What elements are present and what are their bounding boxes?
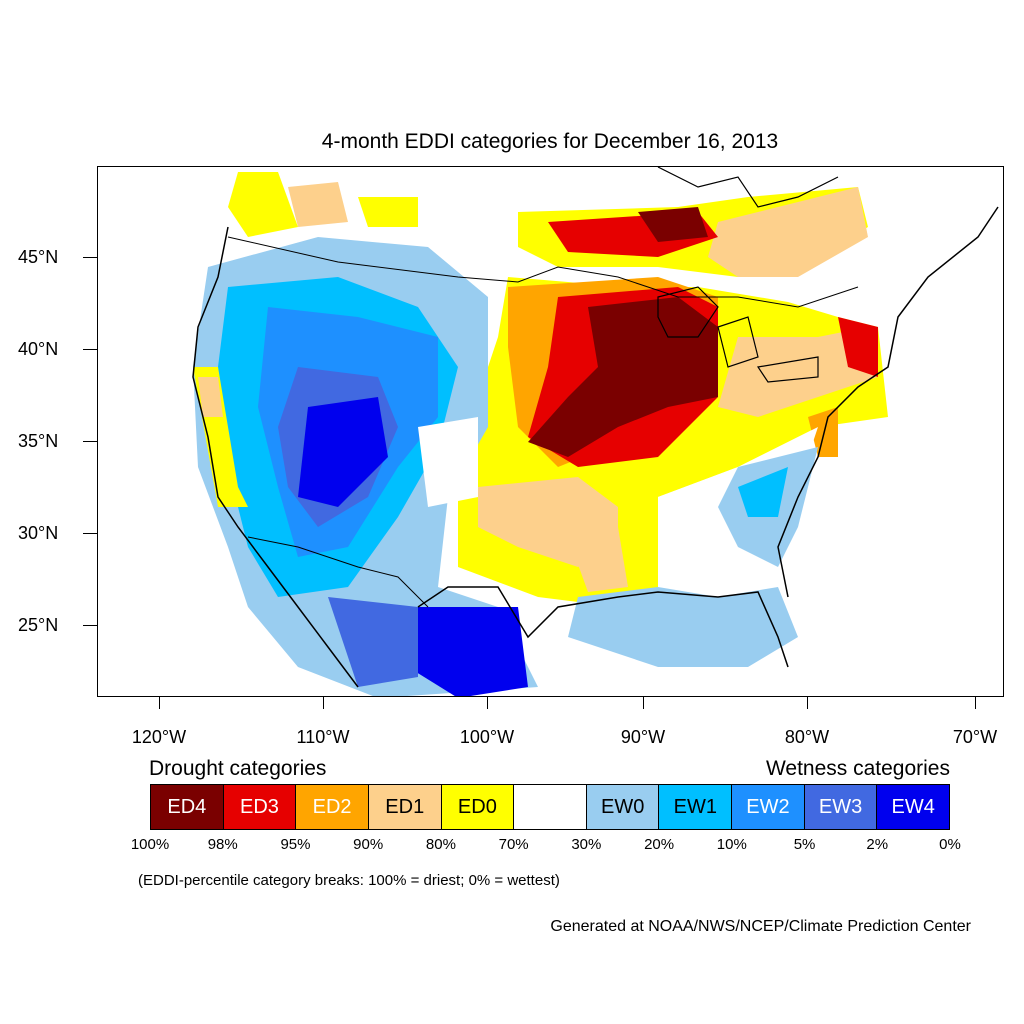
coastline-east — [777, 206, 999, 598]
legend-colorbar: ED4 ED3 ED2 ED1 ED0 EW0 EW1 EW2 EW3 EW4 — [150, 784, 950, 830]
lon-label-80: 80°W — [784, 727, 830, 747]
region-ew0-gulf — [568, 587, 798, 667]
region-ed1-east — [718, 327, 878, 417]
legend-wetness-title: Wetness categories — [765, 757, 950, 780]
lat-label-35: 35°N — [18, 431, 59, 451]
region-ed3-newengland — [838, 317, 878, 377]
map-svg — [192, 167, 999, 696]
legend-break-label: 70% — [498, 836, 529, 853]
legend-break-label: 20% — [644, 836, 675, 853]
great-lakes — [657, 286, 819, 383]
legend-break-label: 10% — [716, 836, 747, 853]
map-title: 4-month EDDI categories for December 16,… — [321, 130, 779, 153]
legend-break-label: 90% — [353, 836, 384, 853]
region-ew3-mexico — [328, 597, 418, 687]
legend-drought-title: Drought categories — [149, 757, 327, 780]
legend-break-label: 2% — [866, 836, 889, 853]
legend-break-label: 30% — [571, 836, 602, 853]
lon-tick — [807, 697, 808, 709]
region-normal-newmexico — [418, 417, 478, 507]
region-ed4-ontario — [638, 207, 708, 242]
lat-label-40: 40°N — [18, 339, 59, 359]
hudson-bay-coast — [657, 167, 839, 208]
region-ew4-west — [298, 397, 388, 507]
border-canada — [227, 236, 859, 308]
legend-swatch-ed0: ED0 — [441, 785, 515, 829]
lon-tick — [323, 697, 324, 709]
coastline-gulf — [417, 586, 789, 668]
lat-tick — [83, 441, 97, 442]
region-ed2-midatlantic — [808, 407, 838, 457]
lat-label-45: 45°N — [18, 247, 59, 267]
lon-label-100: 100°W — [459, 727, 515, 747]
legend-break-label: 0% — [939, 836, 961, 853]
lat-tick — [83, 349, 97, 350]
legend-swatch-ew0: EW0 — [586, 785, 660, 829]
lat-tick — [83, 257, 97, 258]
region-ew4-texas — [408, 607, 528, 696]
lat-label-30: 30°N — [18, 523, 59, 543]
legend-swatch-normal — [514, 785, 587, 829]
region-ed1-california — [198, 377, 223, 417]
legend-swatch-ed4: ED4 — [151, 785, 224, 829]
lon-tick — [975, 697, 976, 709]
lon-tick — [159, 697, 160, 709]
region-ed1-arklatex — [568, 527, 628, 592]
legend-swatch-ew1: EW1 — [659, 785, 733, 829]
region-ed0-north — [358, 197, 418, 227]
legend-swatch-ew3: EW3 — [804, 785, 878, 829]
lat-tick — [83, 625, 97, 626]
legend-break-label: 100% — [130, 836, 170, 853]
legend-swatch-ed3: ED3 — [223, 785, 297, 829]
lat-tick — [83, 533, 97, 534]
legend-break-label: 95% — [280, 836, 311, 853]
lon-label-120: 120°W — [131, 727, 187, 747]
region-ew1-carolina — [738, 467, 788, 517]
legend-swatch-ed2: ED2 — [296, 785, 369, 829]
lat-label-25: 25°N — [18, 615, 59, 635]
lon-tick — [643, 697, 644, 709]
lon-label-70: 70°W — [952, 727, 998, 747]
eddi-map — [97, 166, 1004, 697]
credit-text: Generated at NOAA/NWS/NCEP/Climate Predi… — [550, 918, 971, 935]
legend-swatch-ew4: EW4 — [877, 785, 950, 829]
coastline-west — [192, 226, 359, 688]
border-mexico — [247, 536, 429, 608]
legend-break-label: 5% — [793, 836, 816, 853]
lon-tick — [487, 697, 488, 709]
legend-break-label: 80% — [425, 836, 456, 853]
legend-break-label: 98% — [207, 836, 238, 853]
legend-note: (EDDI-percentile category breaks: 100% =… — [138, 872, 560, 889]
legend-swatch-ed1: ED1 — [368, 785, 442, 829]
region-ed1-canada-west — [288, 182, 348, 227]
region-ed1-quebec — [708, 187, 868, 277]
lon-label-110: 110°W — [296, 727, 350, 747]
region-ed0-canada-west — [228, 172, 298, 237]
lon-label-90: 90°W — [620, 727, 666, 747]
legend-swatch-ew2: EW2 — [732, 785, 805, 829]
